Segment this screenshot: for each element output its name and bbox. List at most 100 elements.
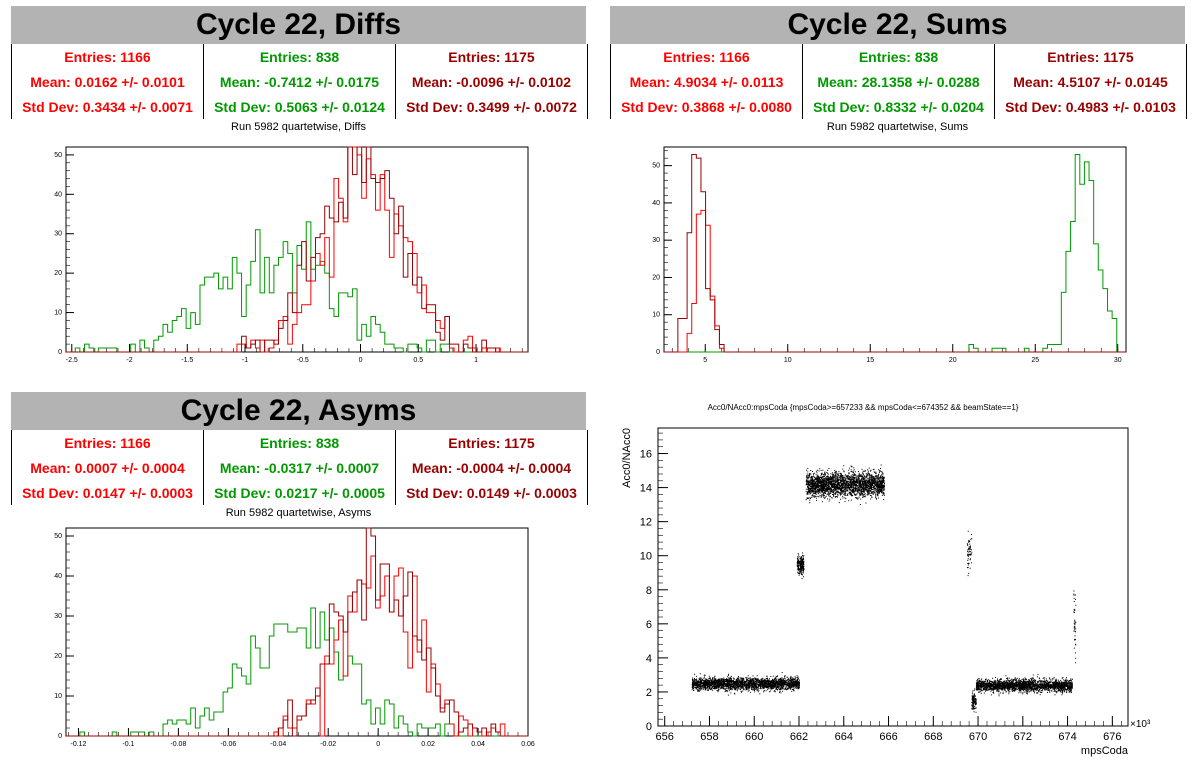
histogram-series-2: [664, 153, 1126, 353]
y-tick-label: 4: [646, 653, 652, 665]
x-tick-label: 676: [1103, 731, 1121, 743]
x-tick-label: -0.08: [170, 741, 186, 748]
x-tick-label: 10: [784, 357, 792, 364]
stat-mean: Mean: -0.0004 +/- 0.0004: [411, 459, 572, 476]
histogram-series-0: [66, 221, 528, 353]
diffs-histogram: 0 10 20 30 40 50 -2.5 -2 -1.5 -1 -0.5 0 0.5 1: [54, 146, 529, 364]
stat-mean: Mean: 0.0007 +/- 0.0004: [30, 459, 185, 476]
scatter-cluster-1: [796, 552, 805, 580]
y-tick-label: 6: [646, 619, 652, 631]
scatter-cluster-6: [1073, 590, 1077, 664]
stat-entries: Entries: 1166: [64, 48, 151, 65]
scatter-cluster-0: [691, 672, 800, 696]
x-tick-label: -0.06: [220, 741, 236, 748]
y-tick-label: 30: [54, 231, 62, 238]
x-tick-label: -0.12: [71, 741, 87, 748]
stat-entries: Entries: 1166: [663, 48, 750, 65]
scatter-cluster-5: [975, 673, 1073, 697]
x-tick-label: -0.1: [122, 741, 134, 748]
x-tick-label: 1: [474, 357, 478, 364]
diffs-stats-green: Entries: 838 Mean: -0.7412 +/- 0.0175 St…: [204, 44, 396, 119]
y-tick-label: 10: [54, 693, 62, 700]
sums-subtitle: Run 5982 quartetwise, Sums: [826, 121, 969, 133]
histogram-series-1: [66, 555, 528, 737]
y-tick-label: 0: [656, 349, 660, 356]
x-tick-label: 0.5: [413, 357, 423, 364]
x-tick-label: -2.5: [66, 357, 78, 364]
plot-frame: [657, 427, 1129, 727]
y-tick-label: 20: [652, 274, 660, 281]
asyms-stats-green: Entries: 838 Mean: -0.0317 +/- 0.0007 St…: [204, 430, 396, 505]
x-tick-label: -2: [126, 357, 132, 364]
stat-entries: Entries: 1175: [1047, 48, 1134, 65]
x-axis-label: mpsCoda: [1081, 745, 1129, 757]
sums-stats-green: Entries: 838 Mean: 28.1358 +/- 0.0288 St…: [803, 44, 995, 119]
stat-std: Std Dev: 0.3434 +/- 0.0071: [22, 98, 193, 115]
histogram-series-0: [66, 607, 528, 737]
x-tick-label: 20: [949, 357, 957, 364]
x-tick-label: 0: [359, 357, 363, 364]
x-tick-label: 15: [866, 357, 874, 364]
x-tick-label: -0.5: [297, 357, 309, 364]
x-tick-label: 5: [703, 357, 707, 364]
stat-mean: Mean: 0.0162 +/- 0.0101: [30, 73, 185, 90]
y-axis-label: Acc0/NAcc0: [621, 428, 633, 488]
y-tick-label: 50: [54, 533, 62, 540]
histogram-series-2: [66, 527, 528, 737]
scatter-cluster-2: [805, 464, 885, 505]
y-tick-label: 0: [58, 733, 62, 740]
stat-mean: Mean: -0.0096 +/- 0.0102: [411, 73, 572, 90]
stat-mean: Mean: -0.7412 +/- 0.0175: [219, 73, 380, 90]
diffs-subtitle: Run 5982 quartetwise, Diffs: [231, 121, 366, 133]
y-tick-label: 16: [640, 449, 652, 461]
stat-entries: Entries: 838: [858, 48, 939, 65]
y-tick-label: 30: [652, 237, 660, 244]
histogram-series-2: [66, 146, 528, 353]
scatter-cluster-4: [971, 688, 977, 713]
stat-entries: Entries: 1175: [448, 48, 535, 65]
y-tick-label: 40: [54, 573, 62, 580]
sums-stats-box: Entries: 1166 Mean: 4.9034 +/- 0.0113 St…: [610, 44, 1187, 119]
scatter-points: [691, 464, 1077, 713]
stat-std: Std Dev: 0.3499 +/- 0.0072: [406, 98, 577, 115]
y-tick-label: 10: [54, 310, 62, 317]
plot-frame: [663, 146, 1127, 353]
y-tick-label: 50: [652, 163, 660, 170]
x-tick-label: 668: [924, 731, 942, 743]
y-tick-label: 20: [54, 653, 62, 660]
x-tick-label: 0.02: [421, 741, 435, 748]
histogram-series-0: [664, 153, 1126, 353]
y-tick-label: 12: [640, 517, 652, 529]
scatter-cluster-3: [966, 530, 973, 577]
y-tick-label: 8: [646, 585, 652, 597]
x-tick-label: -1: [242, 357, 248, 364]
x-tick-label: 0.04: [471, 741, 485, 748]
diffs-stats-darkred: Entries: 1175 Mean: -0.0096 +/- 0.0102 S…: [396, 44, 587, 119]
x-tick-label: -1.5: [181, 357, 193, 364]
sums-stats-red: Entries: 1166 Mean: 4.9034 +/- 0.0113 St…: [611, 44, 803, 119]
stat-std: Std Dev: 0.5063 +/- 0.0124: [214, 98, 385, 115]
x-tick-label: 664: [835, 731, 853, 743]
stat-mean: Mean: 4.5107 +/- 0.0145: [1013, 73, 1168, 90]
y-tick-label: 10: [640, 551, 652, 563]
x-tick-label: 660: [745, 731, 763, 743]
stat-std: Std Dev: 0.3868 +/- 0.0080: [621, 98, 792, 115]
x-tick-label: 670: [969, 731, 987, 743]
sums-histogram: 0 10 20 30 40 50 5 10 15 20 25 30: [652, 146, 1127, 364]
stat-std: Std Dev: 0.0217 +/- 0.0005: [214, 484, 385, 501]
sums-stats-darkred: Entries: 1175 Mean: 4.5107 +/- 0.0145 St…: [995, 44, 1186, 119]
y-tick-label: 40: [54, 191, 62, 198]
asyms-histogram: 0 10 20 30 40 50 -0.12 -0.1 -0.08 -0.06 -0.04 -0.02…: [54, 527, 535, 748]
x-tick-label: 25: [1031, 357, 1039, 364]
x-tick-label: 672: [1014, 731, 1032, 743]
stat-entries: Entries: 838: [259, 434, 340, 451]
asyms-subtitle: Run 5982 quartetwise, Asyms: [225, 507, 372, 519]
asyms-title: Cycle 22, Asyms: [11, 392, 586, 430]
stat-std: Std Dev: 0.0147 +/- 0.0003: [22, 484, 193, 501]
x-tick-label: 662: [790, 731, 808, 743]
scatter-title: Acc0/NAcc0:mpsCoda {mpsCoda>=657233 && m…: [708, 403, 1019, 412]
y-tick-label: 20: [54, 270, 62, 277]
stat-std: Std Dev: 0.0149 +/- 0.0003: [406, 484, 577, 501]
x-tick-label: -0.04: [270, 741, 286, 748]
stat-mean: Mean: -0.0317 +/- 0.0007: [219, 459, 380, 476]
